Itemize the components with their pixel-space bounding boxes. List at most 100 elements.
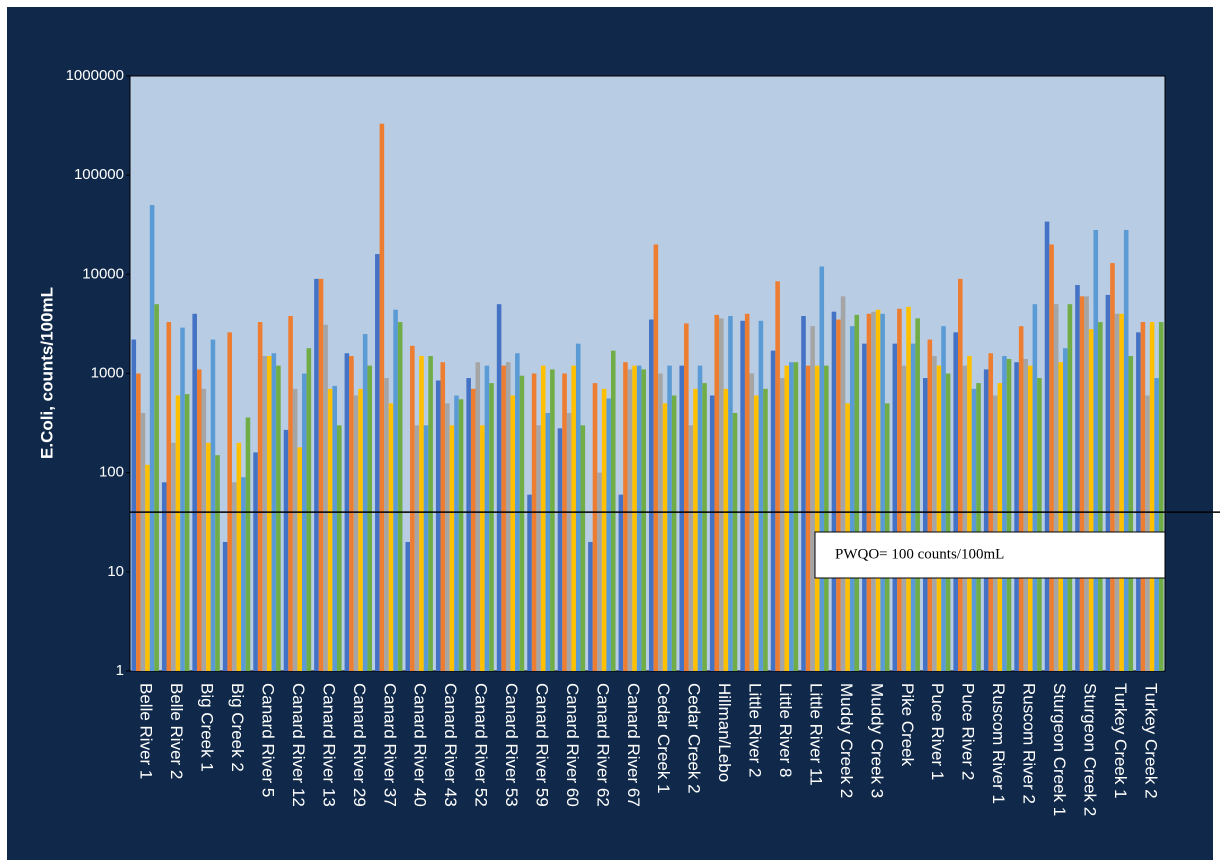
bar [1028,365,1033,671]
bar [501,365,506,671]
bar [592,383,598,671]
bar [180,327,185,671]
bar [154,304,159,671]
bar [414,425,420,671]
bar [419,356,424,671]
bar [149,205,155,672]
bar [301,373,307,671]
bar [915,318,920,671]
bar [588,541,593,671]
bar [423,425,429,671]
bar [1149,322,1155,671]
bar [405,541,411,671]
bar [470,388,476,671]
bar [1140,322,1146,671]
bar [749,373,755,671]
bar [445,403,450,671]
bar [519,375,525,671]
x-tick-label: Puce River 2 [959,683,978,780]
bar [1058,362,1064,671]
bar [206,442,211,671]
y-axis-label: E.Coli, counts/100mL [37,287,56,459]
bar [719,318,724,671]
bar [906,306,911,671]
bar [880,313,885,671]
x-tick-label: Muddy Creek 3 [867,683,886,798]
bar [1110,263,1115,671]
bar [484,365,490,671]
bar [1114,313,1120,671]
bar [440,362,446,671]
bar [623,362,628,671]
x-tick-label: Canard River 53 [502,683,521,807]
x-tick-label: Little River 8 [776,683,795,777]
bar [910,343,916,671]
x-tick-label: Canard River 43 [441,683,460,807]
bar [1079,296,1085,671]
bar [854,314,860,671]
bar [397,322,403,671]
bar [709,395,715,671]
bar [375,254,380,671]
bar [775,281,780,671]
bar [1093,229,1099,671]
bar [971,388,977,671]
x-tick-label: Cedar Creek 1 [654,683,673,794]
x-tick-label: Big Creek 1 [198,683,217,772]
x-tick-label: Canard River 60 [563,683,582,807]
bar [227,332,232,671]
bar [201,388,207,671]
bar [257,322,263,671]
bar [758,320,764,671]
bar [327,388,333,671]
bar [997,383,1003,671]
x-tick-label: Canard River 62 [593,683,612,807]
y-tick-label: 10 [107,563,124,580]
bar [810,326,815,671]
bar [932,356,937,671]
bar [875,309,881,671]
annotation: PWQO= 100 counts/100mL [835,546,1004,562]
bar [379,123,385,671]
bar [236,442,242,671]
bar [505,362,511,671]
bar [136,373,141,671]
bar [314,278,319,671]
bar [580,425,586,671]
x-tick-label: Canard River 37 [380,683,399,807]
bar [262,356,267,671]
bar [871,311,876,671]
x-tick-label: Turkey Creek 2 [1141,683,1160,799]
bar [1023,359,1029,671]
x-tick-label: Canard River 59 [532,683,551,807]
x-tick-label: Muddy Creek 2 [837,683,856,798]
bar [641,369,646,671]
bar [253,452,258,671]
bar [945,373,951,671]
x-tick-label: Canard River 12 [289,683,308,807]
bar [140,412,146,671]
x-tick-label: Canard River 29 [350,683,369,807]
bar [754,395,759,671]
bar [831,311,837,671]
bar [840,296,846,671]
bar [145,464,150,671]
bar [288,316,293,671]
bar [306,348,312,671]
y-tick-label: 1 [116,662,124,679]
bar [597,472,602,671]
bar [496,304,502,671]
bar [571,365,576,671]
bar [161,482,167,671]
bar [671,395,677,671]
bar [283,429,289,671]
bar [1084,296,1089,671]
bar [566,412,572,671]
bar [693,388,698,671]
bar [1158,322,1164,671]
bar [1119,313,1124,671]
bar [1154,378,1159,671]
x-tick-label: Ruscom River 2 [1020,683,1039,804]
y-tick-label: 100 [99,464,124,481]
